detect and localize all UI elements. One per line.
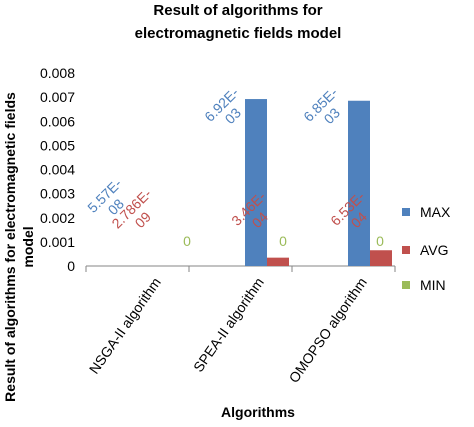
x-axis-title: Algorithms	[221, 404, 295, 420]
y-tick-label: 0.003	[40, 186, 75, 202]
data-label-text: 0	[376, 233, 384, 249]
y-tick-label: 0.006	[40, 113, 75, 129]
chart-title-line-1: Result of algorithms for	[153, 2, 322, 19]
x-category-label: OMOPSO algorithm	[285, 275, 370, 386]
legend-label-min: MIN	[420, 277, 446, 293]
data-label-text: 0	[279, 233, 287, 249]
y-tick-label: 0.004	[40, 162, 75, 178]
x-category-label: SPEA-II algorithm	[190, 275, 267, 375]
legend: MAX AVG MIN	[402, 204, 451, 293]
legend-label-max: MAX	[420, 204, 451, 220]
y-tick-label: 0.001	[40, 234, 75, 250]
bar-max	[245, 99, 267, 267]
legend-swatch-avg	[402, 246, 410, 254]
y-axis-title-line-2: model	[20, 226, 36, 267]
y-tick-label: 0	[67, 258, 75, 274]
bar-avg	[370, 250, 392, 266]
legend-swatch-max	[402, 208, 410, 216]
y-tick-label: 0.008	[40, 65, 75, 81]
x-category-label: NSGA-II algorithm	[86, 275, 164, 377]
y-axis-title-line-1: Result of algorithms for electromagnetic…	[2, 92, 18, 402]
bar-avg	[267, 257, 289, 266]
chart-title-line-2: electromagnetic fields model	[135, 25, 342, 42]
legend-label-avg: AVG	[420, 242, 449, 258]
data-label-min: 0	[376, 233, 384, 249]
y-tick-label: 0.007	[40, 89, 75, 105]
y-tick-label: 0.005	[40, 137, 75, 153]
plot-area: 0 0.001 0.002 0.003 0.004 0.005 0.006 0.007 0.00…	[40, 65, 396, 386]
data-label-min: 0	[279, 233, 287, 249]
y-tick-label: 0.002	[40, 210, 75, 226]
data-label-max: 6.85E-03	[300, 84, 343, 127]
y-axis-title: Result of algorithms for electromagnetic…	[2, 92, 36, 402]
legend-swatch-min	[402, 281, 410, 289]
data-label-text: 0	[183, 233, 191, 249]
data-label-min: 0	[183, 233, 191, 249]
bar-max	[348, 100, 370, 267]
